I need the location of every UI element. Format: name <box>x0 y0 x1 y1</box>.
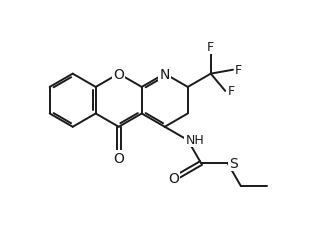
Text: O: O <box>113 152 124 166</box>
Text: F: F <box>207 41 214 54</box>
Text: F: F <box>235 64 242 77</box>
Text: NH: NH <box>186 133 204 146</box>
Text: O: O <box>168 171 179 185</box>
Text: O: O <box>113 67 124 81</box>
Text: S: S <box>229 156 237 170</box>
Text: N: N <box>160 67 170 81</box>
Text: F: F <box>227 85 234 98</box>
